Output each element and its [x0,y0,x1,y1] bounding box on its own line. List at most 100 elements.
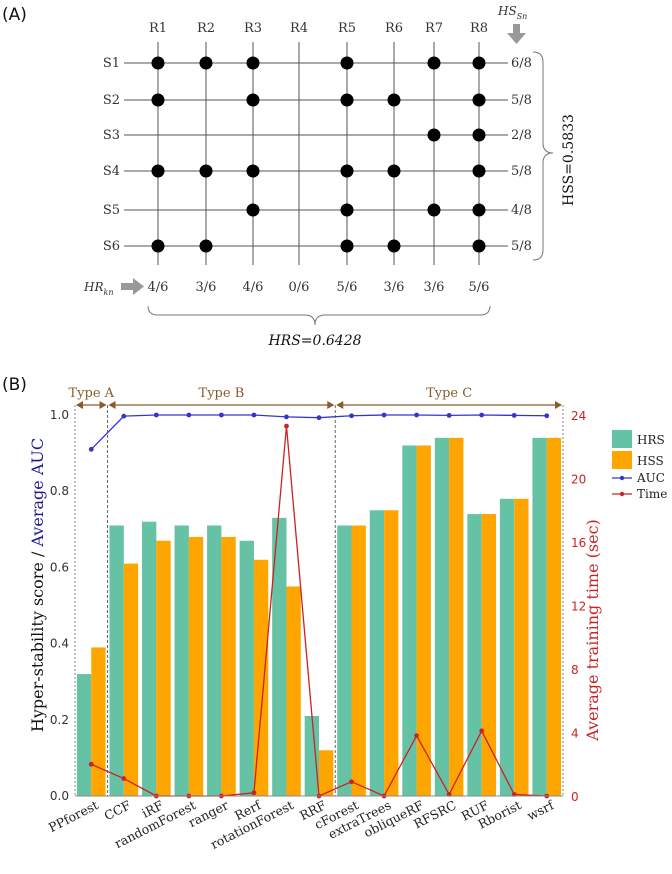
column-score: 5/6 [337,280,358,295]
point-auc [479,412,485,418]
matrix-dot [472,128,486,142]
row-score: 6/8 [511,56,532,71]
bar-series [76,437,562,796]
bar-hss [221,536,236,796]
y-left-tick-label: 0.2 [50,713,69,727]
hss-total: HSS=0.5833 [561,114,577,206]
row-score: 5/8 [511,164,532,179]
bar-hss [351,525,366,796]
matrix-dot [199,56,213,70]
matrix-dot [340,203,354,217]
point-auc [511,412,517,418]
bar-hss [319,750,334,796]
matrix-dot [340,56,354,70]
panel-a: (A) R1 R2 R3 R4 R5 R6 R7 R8 S1 S2 S3 S4 S5 S6 6/8 5/8… [2,4,577,349]
bar-hrs [207,525,222,796]
point-time [414,733,419,739]
point-auc [251,412,257,418]
bar-hss [156,540,171,796]
point-auc [381,412,387,418]
column-score: 3/6 [384,280,405,295]
y-right-tick-label: 0 [571,790,579,804]
panel-a-column-scores: 4/6 3/6 4/6 0/6 5/6 3/6 3/6 5/6 [148,280,490,295]
row-score: 5/8 [511,93,532,108]
panel-a-row-labels: S1 S2 S3 S4 S5 S6 [103,56,120,254]
group-arrow-left-icon [108,401,116,409]
type-groups: Type A Type B Type C [68,386,562,796]
bar-hss [286,586,301,796]
bar-hrs [369,510,385,796]
panel-b-label: (B) [2,375,27,395]
point-auc [446,412,452,418]
panel-a-row-scores: 6/8 5/8 2/8 5/8 4/8 5/8 [511,56,532,254]
panel-a-label: (A) [2,5,27,25]
point-time [349,779,354,785]
group-arrow-left-icon [336,401,344,409]
row-label-s4: S4 [103,164,120,179]
y-left-tick-label: 0.0 [50,789,69,803]
legend: HRS HSS AUC Time [612,430,667,501]
column-label-r7: R7 [425,21,443,36]
legend-auc-marker [619,475,625,481]
line-auc [90,414,547,450]
y-left-tick-label: 0.8 [50,484,69,498]
down-arrow-icon [507,24,526,44]
point-time [251,790,257,796]
column-label-r1: R1 [149,21,167,36]
point-auc [186,412,192,418]
row-label-s3: S3 [103,128,120,143]
legend-hrs-label: HRS [637,433,665,447]
matrix-dot [246,203,260,217]
bar-hrs [499,498,515,796]
column-score: 0/6 [289,280,310,295]
axes: 0.0 0.2 0.4 0.6 0.8 1.0 0 4 8 12 16 20 24 [50,405,586,804]
point-auc [284,414,289,420]
hss-header: HSSn [497,4,527,21]
hrk-label: HRkn [83,280,114,297]
y-right-tick-label: 20 [571,473,586,487]
bar-hss [514,498,529,796]
point-auc [316,415,322,421]
column-label-r2: R2 [197,21,215,36]
point-time [284,423,289,429]
bar-hrs [467,514,482,796]
bar-hss [416,445,431,796]
column-score: 3/6 [424,280,445,295]
panel-a-grid [124,42,508,265]
bar-hrs [142,521,157,796]
point-auc [414,412,419,418]
bar-hss [449,437,464,796]
category-label: wsrf [525,797,558,824]
legend-auc-label: AUC [636,471,665,485]
bar-hss [384,510,399,796]
group-label-type-a: Type A [68,386,114,401]
panel-b: (B) Type A Type B Type C 0.0 0.2 0.4 0.6 0.8 1.… [2,375,667,852]
group-arrow-right-icon [327,401,335,409]
column-score: 3/6 [196,280,217,295]
matrix-dot [472,203,486,217]
column-score: 5/6 [469,280,490,295]
row-label-s5: S5 [103,203,120,218]
bar-hrs [109,525,124,796]
matrix-dot [246,93,260,107]
matrix-dot [472,56,486,70]
group-label-type-c: Type C [426,386,472,401]
row-label-s1: S1 [103,56,120,71]
row-label-s2: S2 [103,93,120,108]
column-label-r4: R4 [290,21,308,36]
point-time [88,761,94,767]
right-arrow-icon [121,278,144,295]
column-label-r3: R3 [244,21,262,36]
point-time [121,776,127,781]
point-auc [544,413,550,419]
matrix-dot [199,239,213,253]
y-axis-right-title: Average training time (sec) [583,519,602,742]
bar-hrs [304,715,319,796]
legend-time-label: Time [637,487,667,501]
bar-hrs [337,525,352,796]
matrix-dot [199,164,213,178]
bar-hss [188,536,204,796]
panel-a-column-labels: R1 R2 R3 R4 R5 R6 R7 R8 [149,21,488,36]
y-left-tick-label: 1.0 [50,408,69,422]
y-right-tick-label: 12 [571,600,586,614]
